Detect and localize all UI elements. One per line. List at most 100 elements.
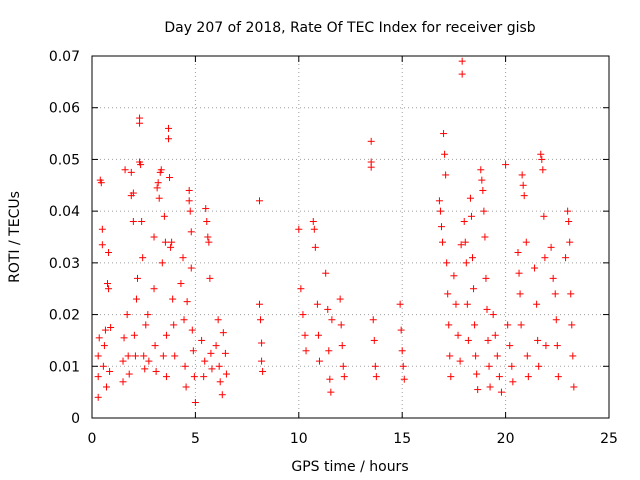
data-point [258,339,266,347]
data-point [150,285,158,293]
data-point [450,272,458,280]
data-point [297,285,305,293]
data-point [367,137,375,145]
data-point [514,249,522,257]
data-point [537,150,545,158]
y-tick-label: 0 [71,411,80,427]
data-point [165,124,173,132]
data-point [129,217,137,225]
data-point [183,298,191,306]
data-point [541,254,549,262]
data-point [186,207,194,215]
data-point [212,342,220,350]
y-tick-label: 0.04 [49,204,80,220]
data-point [522,238,530,246]
data-point [370,336,378,344]
data-points [94,57,578,406]
data-point [301,331,309,339]
data-point [551,290,559,298]
data-point [138,217,146,225]
data-point [336,295,344,303]
data-point [124,352,132,360]
data-point [443,259,451,267]
data-point [484,336,492,344]
x-tick-label: 20 [497,431,515,447]
data-point [452,300,460,308]
data-point [219,329,227,337]
data-point [222,370,230,378]
data-point [162,373,170,381]
data-point [398,347,406,355]
data-point [482,274,490,282]
data-point [204,233,212,241]
data-point [435,197,443,205]
data-point [177,280,185,288]
data-point [508,362,516,370]
data-point [552,316,560,324]
data-point [100,342,108,350]
data-point [137,161,145,169]
data-point [446,352,454,360]
data-point [486,383,494,391]
data-point [187,264,195,272]
data-point [504,321,512,329]
data-point [469,254,477,262]
y-tick-label: 0.01 [49,359,80,375]
data-point [258,357,266,365]
data-point [516,290,524,298]
data-point [159,352,167,360]
data-point [98,241,106,249]
data-point [121,166,129,174]
data-point [187,228,195,236]
data-point [311,243,319,251]
data-point [371,362,379,370]
data-point [105,285,113,293]
y-tick-label: 0.07 [49,49,80,65]
data-point [97,179,105,187]
data-point [497,388,505,396]
data-point [181,362,189,370]
data-point [535,362,543,370]
data-point [457,241,465,249]
data-point [489,311,497,319]
data-point [547,243,555,251]
data-point [132,295,140,303]
data-point [170,321,178,329]
data-point [480,207,488,215]
data-point [302,347,310,355]
data-point [328,316,336,324]
data-point [215,362,223,370]
data-point [441,150,449,158]
data-point [458,70,466,78]
data-point [471,321,479,329]
data-point [154,179,162,187]
data-point [191,398,199,406]
data-point [515,269,523,277]
data-point [145,357,153,365]
data-point [569,352,577,360]
data-point [257,316,265,324]
data-point [98,225,106,233]
data-point [169,295,177,303]
data-point [436,207,444,215]
data-point [153,184,161,192]
data-point [101,326,109,334]
data-point [568,321,576,329]
data-point [94,373,102,381]
data-point [493,352,501,360]
data-point [542,342,550,350]
data-point [185,186,193,194]
y-tick-label: 0.03 [49,256,80,272]
data-point [218,391,226,399]
data-point [141,365,149,373]
data-point [94,352,102,360]
data-point [570,383,578,391]
data-point [130,331,138,339]
data-point [125,370,133,378]
data-point [310,225,318,233]
data-point [157,166,165,174]
data-point [309,217,317,225]
data-point [142,321,150,329]
data-point [99,362,107,370]
